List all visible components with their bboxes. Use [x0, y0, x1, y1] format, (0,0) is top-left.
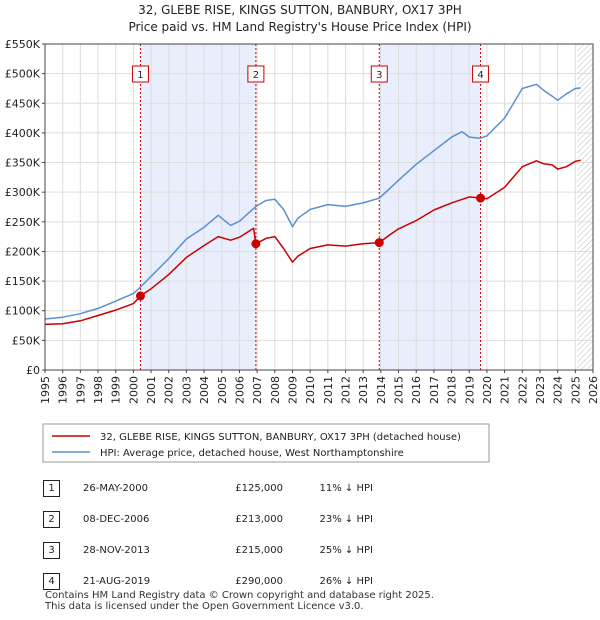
x-tick-label: 1996 [57, 376, 70, 404]
transaction-date: 26-MAY-2000 [83, 483, 149, 494]
y-tick-label: £0 [26, 364, 40, 377]
x-tick-label: 2012 [340, 376, 353, 404]
transaction-number: 4 [43, 573, 60, 590]
x-tick-label: 2023 [534, 376, 547, 404]
sale-1-label: 1 [137, 70, 143, 81]
transaction-number-cell: 4 [43, 566, 83, 597]
x-tick-label: 2013 [357, 376, 370, 404]
transaction-number: 2 [43, 511, 60, 528]
ownership-period-shade [140, 44, 256, 370]
x-tick-label: 2000 [127, 376, 140, 404]
x-tick-label: 2015 [393, 376, 406, 404]
transaction-number: 3 [43, 542, 60, 559]
footer-copyright: Contains HM Land Registry data © Crown c… [45, 590, 434, 601]
x-tick-label: 2003 [180, 376, 193, 404]
sale-3-marker [374, 238, 384, 248]
y-tick-label: £500K [5, 68, 41, 81]
x-tick-label: 2005 [216, 376, 229, 404]
sale-1-marker [135, 291, 145, 301]
transaction-date: 28-NOV-2013 [83, 545, 150, 556]
transaction-row: 3 28-NOV-2013 £215,000 25% ↓ HPI [43, 535, 373, 566]
sale-2-box [247, 65, 265, 83]
transaction-price: £213,000 [235, 514, 283, 525]
transaction-number-cell: 1 [43, 473, 83, 504]
transaction-date: 21-AUG-2019 [83, 576, 151, 587]
y-tick-label: £200K [5, 245, 41, 258]
x-tick-label: 1999 [110, 376, 123, 404]
x-tick-label: 2001 [145, 376, 158, 404]
x-tick-label: 2021 [499, 376, 512, 404]
x-tick-label: 2025 [569, 376, 582, 404]
x-tick-label: 2010 [304, 376, 317, 404]
y-tick-label: £100K [5, 305, 41, 318]
sale-2-marker [251, 239, 261, 249]
transaction-price: £290,000 [235, 576, 283, 587]
legend-label-hpi: HPI: Average price, detached house, West… [100, 448, 404, 459]
x-tick-label: 2004 [198, 376, 211, 404]
x-tick-label: 2022 [516, 376, 529, 404]
transaction-number: 1 [43, 480, 60, 497]
transaction-row: 4 21-AUG-2019 £290,000 26% ↓ HPI [43, 566, 373, 597]
transaction-hpi-diff: 11% ↓ HPI [319, 483, 373, 494]
x-tick-label: 2014 [375, 376, 388, 404]
sale-2-label: 2 [253, 70, 259, 81]
y-tick-label: £250K [5, 216, 41, 229]
sale-4-label: 4 [477, 70, 483, 81]
sales-table: 1 26-MAY-2000 £125,000 11% ↓ HPI 2 08-DEC-200… [43, 473, 373, 597]
transaction-price: £215,000 [235, 545, 283, 556]
x-tick-label: 1995 [39, 376, 52, 404]
legend: 32, GLEBE RISE, KINGS SUTTON, BANBURY, O… [42, 423, 490, 463]
x-tick-label: 2018 [446, 376, 459, 404]
hpi-line [44, 83, 581, 320]
property-price-line [44, 159, 581, 326]
x-tick-label: 2011 [322, 376, 335, 404]
y-tick-label: £350K [5, 157, 41, 170]
x-tick-label: 2026 [587, 376, 600, 404]
sale-3-label: 3 [376, 70, 382, 81]
sale-4-box [472, 65, 490, 83]
transaction-number-cell: 3 [43, 535, 83, 566]
transaction-number-cell: 2 [43, 504, 83, 535]
x-tick-label: 2016 [410, 376, 423, 404]
x-tick-label: 2009 [286, 376, 299, 404]
y-tick-label: £50K [12, 334, 41, 347]
x-tick-label: 1997 [74, 376, 87, 404]
y-tick-label: £150K [5, 275, 41, 288]
sale-1-box [131, 65, 149, 83]
footer-licence: This data is licensed under the Open Gov… [45, 601, 364, 612]
transaction-date: 08-DEC-2006 [83, 514, 150, 525]
transaction-hpi-diff: 26% ↓ HPI [319, 576, 373, 587]
x-tick-label: 2020 [481, 376, 494, 404]
future-hatch [577, 44, 593, 370]
x-tick-label: 1998 [92, 376, 105, 404]
transaction-hpi-diff: 25% ↓ HPI [319, 545, 373, 556]
y-tick-label: £400K [5, 127, 41, 140]
y-tick-label: £450K [5, 97, 41, 110]
ownership-period-shade [379, 44, 481, 370]
legend-box [42, 423, 490, 463]
sale-3-box [370, 65, 388, 83]
x-tick-label: 2007 [251, 376, 264, 404]
chart-subtitle: Price paid vs. HM Land Registry's House … [128, 20, 471, 34]
legend-label-property: 32, GLEBE RISE, KINGS SUTTON, BANBURY, O… [100, 432, 461, 443]
x-tick-label: 2006 [233, 376, 246, 404]
sale-4-marker [476, 193, 486, 203]
plot-frame [44, 43, 594, 371]
price-chart: 32, GLEBE RISE, KINGS SUTTON, BANBURY, O… [5, 3, 600, 463]
x-tick-label: 2019 [463, 376, 476, 404]
transaction-hpi-diff: 23% ↓ HPI [319, 514, 373, 525]
footer: Contains HM Land Registry data © Crown c… [45, 590, 434, 612]
x-tick-label: 2008 [269, 376, 282, 404]
chart-title: 32, GLEBE RISE, KINGS SUTTON, BANBURY, O… [138, 3, 462, 17]
y-tick-label: £550K [5, 38, 41, 51]
transaction-row: 1 26-MAY-2000 £125,000 11% ↓ HPI [43, 473, 373, 504]
transaction-price: £125,000 [235, 483, 283, 494]
y-tick-label: £300K [5, 186, 41, 199]
x-tick-label: 2017 [428, 376, 441, 404]
x-tick-label: 2002 [163, 376, 176, 404]
transaction-row: 2 08-DEC-2006 £213,000 23% ↓ HPI [43, 504, 373, 535]
x-tick-label: 2024 [552, 376, 565, 404]
